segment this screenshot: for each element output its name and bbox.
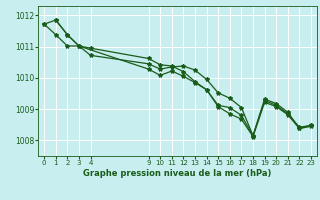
X-axis label: Graphe pression niveau de la mer (hPa): Graphe pression niveau de la mer (hPa): [84, 169, 272, 178]
